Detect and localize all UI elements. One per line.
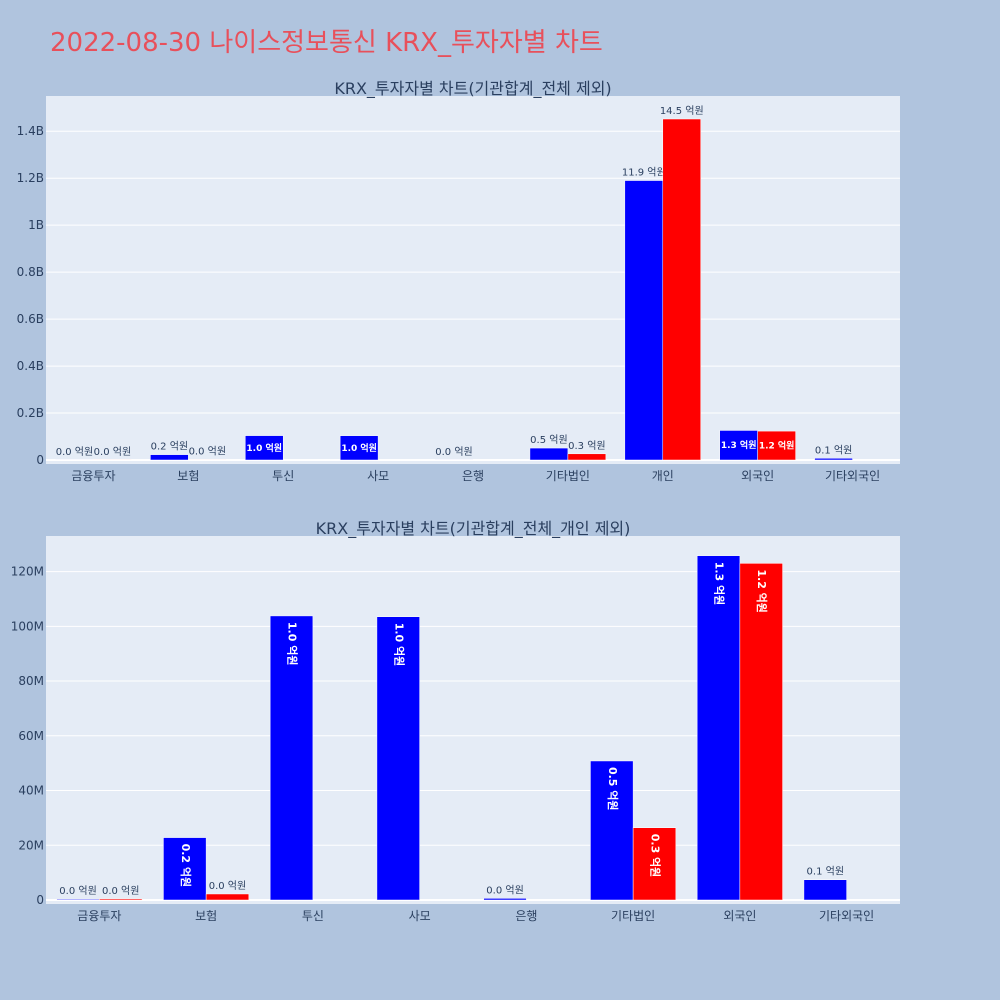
x-tick-label: 은행 xyxy=(462,468,484,483)
bar-data-label: 0.1 억원 xyxy=(807,866,844,878)
bar-sell xyxy=(99,898,143,901)
bar-data-label: 1.0 억원 xyxy=(286,622,300,666)
bar-sell xyxy=(205,893,250,901)
plot-area xyxy=(46,96,900,464)
y-tick-label: 100M xyxy=(11,619,44,633)
x-tick-label: 금융투자 xyxy=(71,469,115,483)
bar-buy xyxy=(376,616,420,901)
x-tick-label: 기타외국인 xyxy=(825,469,880,483)
x-tick-label: 기타법인 xyxy=(611,909,655,923)
bar-data-label: 1.3 억원 xyxy=(721,439,757,451)
bar-data-label: 1.0 억원 xyxy=(392,623,406,667)
bar-sell xyxy=(757,430,796,461)
bar-data-label: 1.0 억원 xyxy=(246,442,282,454)
y-tick-label: 1B xyxy=(28,218,44,232)
x-tick-label: 금융투자 xyxy=(77,909,121,923)
y-tick-label: 0 xyxy=(36,453,44,467)
bar-buy xyxy=(590,760,634,901)
bar-data-label: 0.3 억원 xyxy=(568,440,605,452)
bar-buy xyxy=(150,454,189,461)
bar-sell xyxy=(632,827,677,901)
bar-data-label: 0.5 억원 xyxy=(606,767,620,811)
bar-buy xyxy=(245,435,284,461)
x-tick-label: 기타외국인 xyxy=(819,909,874,923)
bar-data-label: 0.0 억원 xyxy=(59,885,96,897)
bar-sell xyxy=(188,459,227,461)
x-tick-label: 보험 xyxy=(177,469,199,483)
bar-data-label: 0.0 억원 xyxy=(102,885,139,897)
bar-data-label: 0.0 억원 xyxy=(94,446,131,458)
bar-data-label: 11.9 억원 xyxy=(622,167,666,179)
x-tick-label: 은행 xyxy=(515,908,537,923)
x-tick-label: 개인 xyxy=(652,469,674,483)
bar-buy xyxy=(529,447,569,461)
x-tick-label: 투신 xyxy=(302,909,324,923)
bar-data-label: 0.0 억원 xyxy=(56,446,93,458)
bar-buy xyxy=(56,898,100,901)
bar-data-label: 1.2 억원 xyxy=(759,440,795,452)
y-tick-label: 60M xyxy=(18,729,44,743)
page-title: 2022-08-30 나이스정보통신 KRX_투자자별 차트 xyxy=(50,28,603,58)
x-tick-label: 보험 xyxy=(195,909,217,923)
x-tick-label: 외국인 xyxy=(723,909,756,923)
bar-buy xyxy=(803,879,847,901)
bar-sell xyxy=(739,563,783,901)
y-tick-label: 40M xyxy=(18,784,44,798)
bar-buy xyxy=(483,898,527,901)
bar-buy xyxy=(163,837,207,901)
bar-data-label: 0.0 억원 xyxy=(189,445,226,457)
bar-buy xyxy=(339,435,379,461)
bar-buy xyxy=(269,615,314,901)
bar-data-label: 1.2 억원 xyxy=(755,569,769,613)
bar-data-label: 0.1 억원 xyxy=(815,444,852,456)
bar-data-label: 0.2 억원 xyxy=(151,441,188,453)
y-tick-label: 120M xyxy=(11,565,44,579)
chart-title: KRX_투자자별 차트(기관합계_전체 제외) xyxy=(334,79,611,99)
y-tick-label: 1.4B xyxy=(17,124,44,138)
bar-data-label: 1.0 억원 xyxy=(341,442,377,454)
bar-data-label: 0.3 억원 xyxy=(648,834,662,878)
y-tick-label: 0.4B xyxy=(17,359,44,373)
bar-sell xyxy=(567,453,607,461)
y-tick-label: 0.2B xyxy=(17,406,44,420)
bar-buy xyxy=(624,180,664,461)
x-tick-label: 사모 xyxy=(409,909,431,923)
x-tick-label: 투신 xyxy=(272,469,294,483)
bar-data-label: 0.0 억원 xyxy=(435,446,472,458)
bar-sell xyxy=(662,118,701,461)
bar-data-label: 1.3 억원 xyxy=(713,562,727,606)
y-tick-label: 20M xyxy=(18,838,44,852)
bar-data-label: 0.0 억원 xyxy=(209,880,246,892)
y-tick-label: 80M xyxy=(18,674,44,688)
x-tick-label: 사모 xyxy=(367,469,389,483)
y-tick-label: 1.2B xyxy=(17,171,44,185)
y-tick-label: 0.8B xyxy=(17,265,44,279)
bar-data-label: 0.2 억원 xyxy=(179,844,193,888)
chart-title: KRX_투자자별 차트(기관합계_전체_개인 제외) xyxy=(316,519,631,539)
bar-data-label: 0.5 억원 xyxy=(530,434,567,446)
bar-data-label: 0.0 억원 xyxy=(486,884,523,896)
x-tick-label: 기타법인 xyxy=(546,469,590,483)
x-tick-label: 외국인 xyxy=(741,469,774,483)
bar-buy xyxy=(814,458,853,461)
y-tick-label: 0 xyxy=(36,893,44,907)
bar-data-label: 14.5 억원 xyxy=(660,105,704,117)
bar-buy xyxy=(696,555,741,901)
y-tick-label: 0.6B xyxy=(17,312,44,326)
